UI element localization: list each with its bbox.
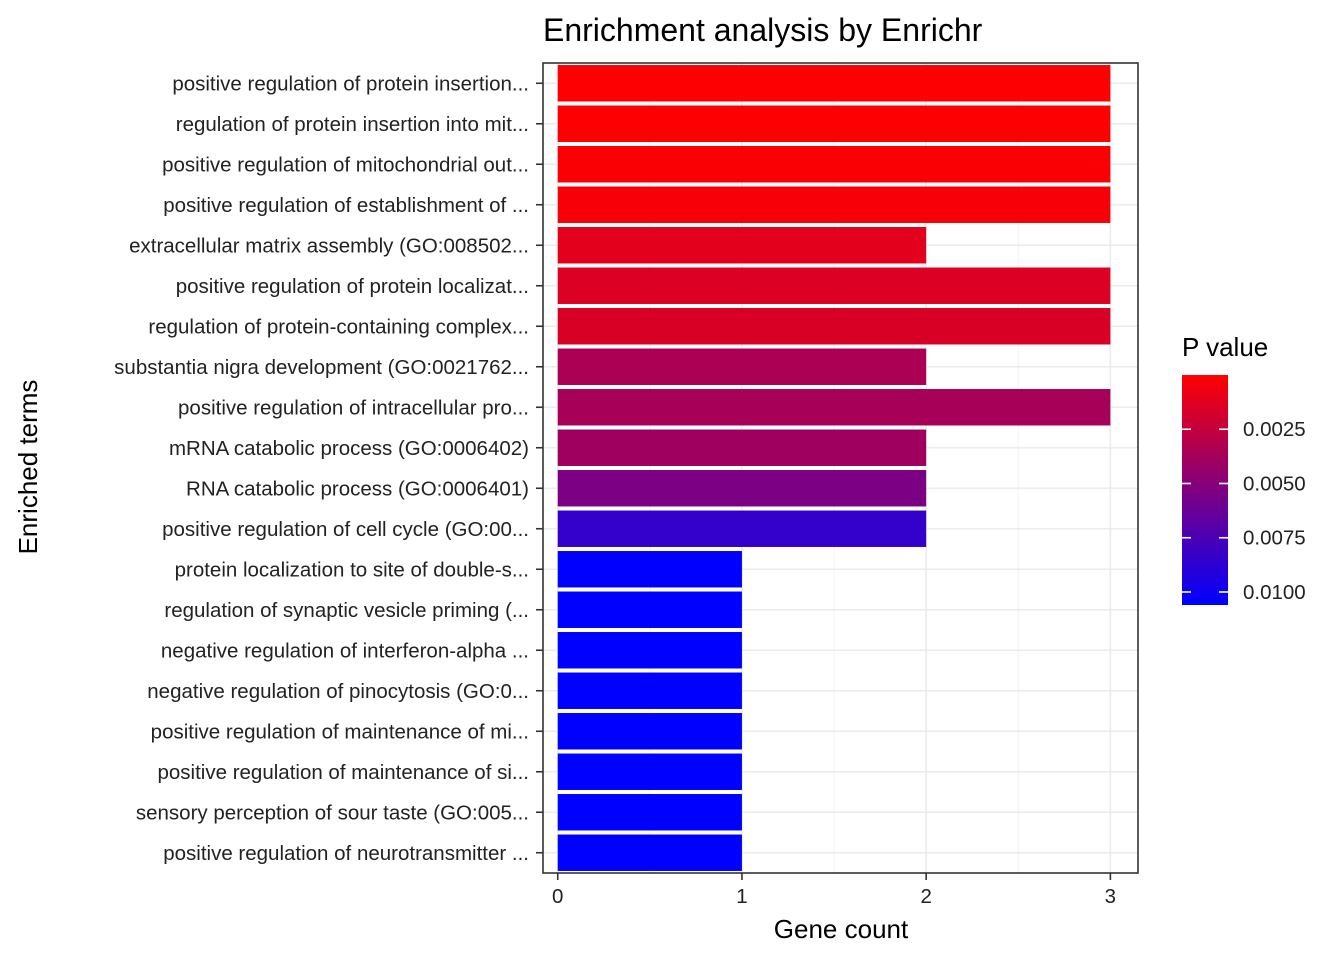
x-axis-ticks: 0 1 2 3 (552, 873, 1116, 908)
legend-break-label: 0.0100 (1243, 581, 1306, 604)
x-axis-title: Gene count (774, 914, 909, 944)
y-tick-label: positive regulation of maintenance of si… (158, 761, 530, 784)
bar-3 (557, 146, 1111, 183)
bar-16 (557, 672, 742, 709)
bar-13 (557, 551, 742, 588)
bars (557, 65, 1111, 871)
y-tick-label: regulation of protein insertion into mit… (176, 113, 529, 136)
y-tick-label: extracellular matrix assembly (GO:008502… (129, 234, 529, 257)
y-tick-label: regulation of synaptic vesicle priming (… (164, 599, 529, 622)
y-tick-label: protein localization to site of double-s… (175, 558, 529, 581)
y-tick-label: positive regulation of mitochondrial out… (162, 153, 529, 176)
y-tick-label: positive regulation of establishment of … (163, 194, 529, 217)
bar-8 (557, 348, 927, 385)
bar-17 (557, 713, 742, 750)
x-tick-label: 0 (552, 885, 563, 908)
y-tick-label: negative regulation of pinocytosis (GO:0… (147, 680, 529, 703)
y-tick-label: sensory perception of sour taste (GO:005… (136, 801, 529, 824)
bar-7 (557, 308, 1111, 345)
bar-18 (557, 753, 742, 790)
legend-break-label: 0.0075 (1243, 527, 1306, 550)
y-tick-label: positive regulation of maintenance of mi… (151, 720, 529, 743)
plot-panel-border (542, 62, 1139, 874)
y-tick-label: positive regulation of neurotransmitter … (163, 842, 529, 865)
y-tick-label: positive regulation of protein localizat… (176, 275, 529, 298)
y-tick-label: substantia nigra development (GO:0021762… (114, 356, 529, 379)
legend-break-label: 0.0025 (1243, 418, 1306, 441)
bar-10 (557, 429, 927, 466)
y-tick-label: positive regulation of cell cycle (GO:00… (162, 518, 529, 541)
y-axis-title: Enriched terms (13, 380, 43, 555)
bar-12 (557, 510, 927, 547)
x-tick-label: 2 (920, 885, 931, 908)
legend-colorbar (1182, 375, 1228, 605)
grid-lines (543, 63, 1138, 873)
bar-15 (557, 632, 742, 669)
y-tick-label: positive regulation of protein insertion… (172, 72, 529, 95)
bar-1 (557, 65, 1111, 102)
legend-ticks: 0.0025 0.0050 0.0075 0.0100 (1182, 418, 1306, 604)
x-tick-label: 1 (736, 885, 747, 908)
y-tick-label: regulation of protein-containing complex… (148, 315, 529, 338)
bar-20 (557, 834, 742, 871)
y-tick-label: negative regulation of interferon-alpha … (161, 639, 529, 662)
y-tick-label: mRNA catabolic process (GO:0006402) (169, 437, 529, 460)
bar-11 (557, 470, 927, 507)
bar-5 (557, 227, 927, 264)
y-tick-label: RNA catabolic process (GO:0006401) (186, 477, 529, 500)
bar-4 (557, 186, 1111, 223)
bar-19 (557, 794, 742, 831)
bar-9 (557, 389, 1111, 426)
x-tick-label: 3 (1105, 885, 1116, 908)
bar-2 (557, 105, 1111, 142)
y-tick-label: positive regulation of intracellular pro… (178, 396, 529, 419)
legend-break-label: 0.0050 (1243, 472, 1306, 495)
y-axis-ticks: positive regulation of protein insertion… (114, 72, 543, 865)
bar-6 (557, 267, 1111, 304)
bar-14 (557, 591, 742, 628)
chart-title: Enrichment analysis by Enrichr (543, 12, 983, 48)
legend-title: P value (1182, 332, 1268, 362)
legend: P value 0.0025 0.0050 0.0075 0.0100 (1182, 332, 1306, 605)
